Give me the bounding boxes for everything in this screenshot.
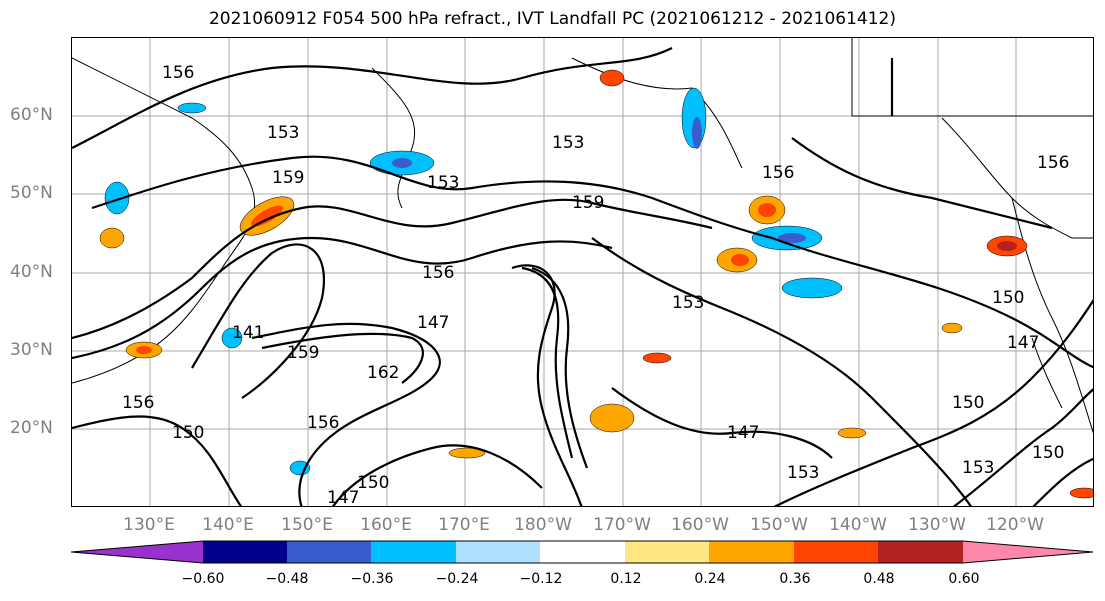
- contour-label: 150: [992, 288, 1024, 308]
- contour-label: 162: [367, 363, 399, 383]
- map-svg: 156 153 159 153 153 159 156 153 156 147 …: [72, 38, 1093, 507]
- contour-label: 150: [357, 473, 389, 493]
- lon-label: 170°E: [438, 515, 490, 535]
- map-panel: 156 153 159 153 153 159 156 153 156 147 …: [71, 37, 1094, 507]
- contour-label: 156: [762, 163, 794, 183]
- contour-label: 156: [122, 393, 154, 413]
- colorbar-tick: −0.12: [519, 571, 563, 587]
- contour-label: 153: [672, 293, 704, 313]
- colorbar-segment: [963, 541, 1093, 563]
- lat-label: 60°N: [10, 105, 53, 125]
- lon-label: 120°W: [986, 515, 1044, 535]
- contour-label: 153: [552, 133, 584, 153]
- contour-labels: 156 153 159 153 153 159 156 153 156 147 …: [122, 63, 1069, 507]
- colorbar: [70, 540, 1094, 564]
- colorbar-outline: [70, 540, 1094, 564]
- contour-label: 147: [727, 423, 759, 443]
- lon-label: 130°W: [908, 515, 966, 535]
- contour-label: 150: [172, 423, 204, 443]
- contour-label: 156: [307, 413, 339, 433]
- colorbar-tick: −0.36: [350, 571, 394, 587]
- contour-label: 156: [422, 263, 454, 283]
- anomaly-patches: [99, 69, 1093, 499]
- colorbar-tick: 0.36: [779, 571, 811, 587]
- colorbar-segment: [71, 541, 203, 563]
- height-contours: [72, 47, 1093, 506]
- colorbar-tick: 0.48: [863, 571, 895, 587]
- coastlines: [72, 38, 1093, 434]
- lat-label: 50°N: [10, 183, 53, 203]
- colorbar-segment: [540, 541, 625, 563]
- colorbar-segment: [625, 541, 709, 563]
- contour-label: 156: [1037, 153, 1069, 173]
- lon-label: 150°W: [750, 515, 808, 535]
- lon-label: 140°E: [202, 515, 254, 535]
- colorbar-segment: [878, 541, 963, 563]
- contour-label: 159: [287, 343, 319, 363]
- colorbar-tick: 0.12: [610, 571, 642, 587]
- contour-label: 156: [162, 63, 194, 83]
- contour-label: 150: [952, 393, 984, 413]
- contour-label: 147: [1007, 333, 1039, 353]
- contour-label: 153: [962, 458, 994, 478]
- gridlines: [72, 38, 1093, 506]
- lat-label: 20°N: [10, 418, 53, 438]
- contour-label: 153: [427, 173, 459, 193]
- lon-label: 150°E: [281, 515, 333, 535]
- colorbar-segment: [287, 541, 371, 563]
- colorbar-tick: 0.60: [948, 571, 980, 587]
- contour-label: 153: [787, 463, 819, 483]
- lon-label: 160°E: [360, 515, 412, 535]
- lat-label: 30°N: [10, 340, 53, 360]
- contour-label: 159: [272, 168, 304, 188]
- contour-label: 159: [572, 193, 604, 213]
- contour-label: 147: [327, 488, 359, 507]
- contour-label: 153: [267, 123, 299, 143]
- colorbar-segment: [794, 541, 878, 563]
- lon-label: 160°W: [671, 515, 729, 535]
- contour-label: 141: [232, 323, 264, 343]
- lon-label: 140°W: [829, 515, 887, 535]
- lon-label: 130°E: [123, 515, 175, 535]
- contour-label: 147: [417, 313, 449, 333]
- colorbar-segment: [203, 541, 287, 563]
- colorbar-segment: [456, 541, 540, 563]
- lat-label: 40°N: [10, 262, 53, 282]
- figure-title: 2021060912 F054 500 hPa refract., IVT La…: [208, 9, 896, 29]
- colorbar-segment: [709, 541, 794, 563]
- colorbar-segments: [70, 540, 1094, 564]
- colorbar-segment: [371, 541, 456, 563]
- colorbar-tick: −0.24: [435, 571, 479, 587]
- colorbar-tick: 0.24: [694, 571, 726, 587]
- colorbar-tick: −0.48: [265, 571, 309, 587]
- colorbar-tick: −0.60: [181, 571, 225, 587]
- contour-label: 150: [1032, 443, 1064, 463]
- lon-label: 180°W: [514, 515, 572, 535]
- lon-label: 170°W: [593, 515, 651, 535]
